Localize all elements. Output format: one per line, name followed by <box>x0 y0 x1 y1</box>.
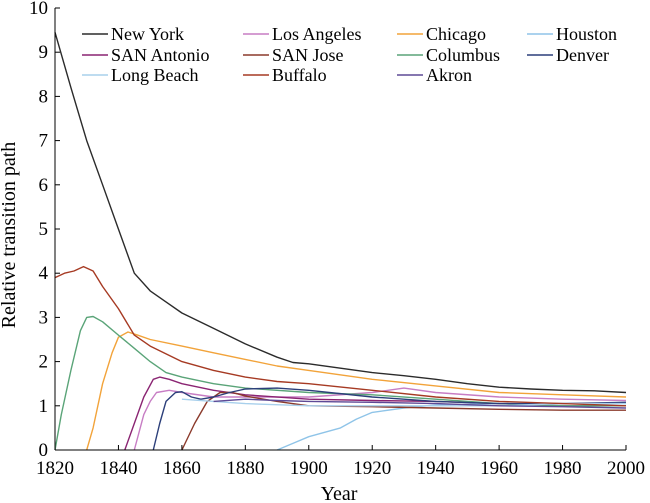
series-line-columbus <box>54 315 626 451</box>
x-tick-label: 1940 <box>417 458 455 479</box>
legend-label: Houston <box>556 24 617 44</box>
legend-label: Long Beach <box>111 65 198 85</box>
y-tick-label: 9 <box>39 42 49 63</box>
x-tick-label: 1900 <box>290 458 328 479</box>
legend-label: Los Angeles <box>272 24 362 44</box>
series-line-chicago <box>86 331 627 451</box>
series-lines <box>54 32 627 451</box>
series-line-denver <box>152 387 627 451</box>
legend-label: New York <box>111 24 184 44</box>
ticks: 1820 1840 1860 1880 1900 1920 1940 1960 1980 2000… <box>29 0 645 479</box>
x-tick-label: 1860 <box>163 458 201 479</box>
y-tick-label: 4 <box>39 263 49 284</box>
series-line-buffalo <box>54 265 627 407</box>
legend-label: SAN Jose <box>272 45 344 65</box>
x-tick-label: 1920 <box>353 458 391 479</box>
x-tick-label: 1820 <box>36 458 74 479</box>
legend-label: Columbus <box>426 45 500 65</box>
series-line-new-york <box>54 32 627 394</box>
series-line-akron <box>213 398 627 409</box>
y-tick-label: 8 <box>39 86 49 107</box>
y-tick-label: 0 <box>39 440 49 461</box>
x-tick-label: 2000 <box>607 458 645 479</box>
legend-label: Denver <box>556 45 609 65</box>
series-line-los-angeles <box>133 387 627 451</box>
y-tick-label: 10 <box>29 0 48 19</box>
x-tick-label: 1840 <box>99 458 137 479</box>
y-axis-label: Relative transition path <box>0 142 20 329</box>
y-tick-label: 3 <box>39 307 49 328</box>
x-tick-label: 1960 <box>480 458 518 479</box>
y-tick-label: 1 <box>39 396 49 417</box>
x-tick-label: 1980 <box>544 458 582 479</box>
legend-label: Chicago <box>426 24 486 44</box>
legend-label: Akron <box>426 65 472 85</box>
x-tick-label: 1880 <box>226 458 264 479</box>
x-axis-label: Year <box>321 483 358 503</box>
legend-label: SAN Antonio <box>111 45 210 65</box>
y-tick-label: 6 <box>39 175 49 196</box>
y-tick-label: 2 <box>39 352 49 373</box>
legend-label: Buffalo <box>272 65 327 85</box>
y-tick-label: 7 <box>39 131 49 152</box>
series-line-long-beach <box>181 398 626 407</box>
y-tick-label: 5 <box>39 219 49 240</box>
